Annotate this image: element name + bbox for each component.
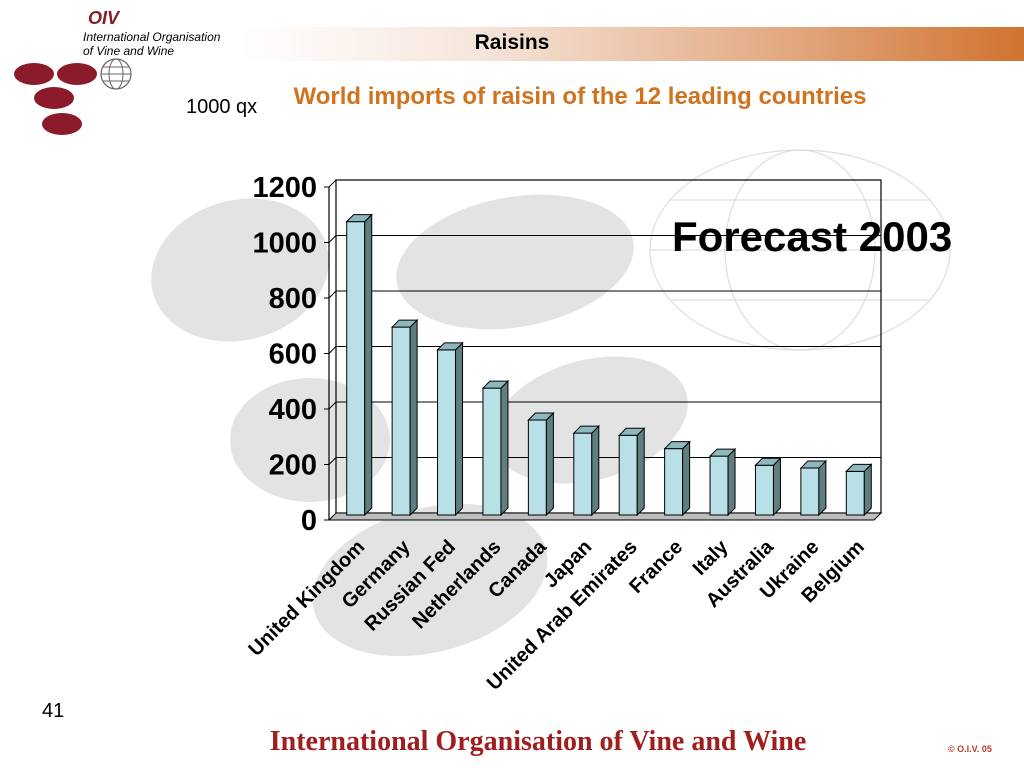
bar-front xyxy=(664,448,684,516)
bar-side xyxy=(409,318,418,517)
bar xyxy=(345,213,373,517)
bar xyxy=(481,379,510,517)
bar-front xyxy=(754,464,774,516)
y-tick-label: 200 xyxy=(269,450,317,482)
bar xyxy=(527,411,555,517)
bar xyxy=(572,424,600,517)
y-tick-label: 600 xyxy=(269,339,317,371)
bar-side xyxy=(863,463,872,517)
bar-front xyxy=(800,467,820,516)
logo-text: OIV xyxy=(88,8,120,28)
gridlines xyxy=(328,179,881,465)
bar-front xyxy=(482,387,502,516)
gridline-side xyxy=(328,457,337,465)
y-tick-label: 1000 xyxy=(252,228,317,260)
y-axis-ticks: 0 200 400 600 800 1000 1200 xyxy=(252,172,329,537)
grape-logo-icon xyxy=(14,58,132,135)
bar xyxy=(390,318,419,517)
bar-side xyxy=(772,457,781,517)
y-tick-label: 800 xyxy=(269,283,317,315)
bar xyxy=(708,447,737,517)
bar-side xyxy=(636,427,645,517)
bar-top xyxy=(799,460,828,469)
logo-org-line2: of Vine and Wine xyxy=(83,44,175,58)
bar-top xyxy=(527,412,555,421)
bar-top xyxy=(436,342,464,351)
bar-side xyxy=(500,379,509,517)
bar-front xyxy=(573,432,593,516)
bar-front xyxy=(527,419,547,516)
bar-top xyxy=(618,427,646,436)
bar-front xyxy=(709,455,729,516)
y-tick-label: 0 xyxy=(301,505,317,537)
logo-org-line1: International Organisation xyxy=(83,30,221,44)
bar-top xyxy=(481,380,510,389)
slide-title: Raisins xyxy=(474,31,550,54)
bar-top xyxy=(663,441,691,450)
gridline-side xyxy=(328,235,337,243)
bar-front xyxy=(845,470,865,516)
logo-organisation: International Organisation of Vine and W… xyxy=(83,30,220,58)
gridline-side xyxy=(328,290,337,299)
footer-organisation: International Organisation of Vine and W… xyxy=(269,726,807,757)
bar xyxy=(845,463,873,517)
chart-title: World imports of raisin of the 12 leadin… xyxy=(293,83,867,110)
bar-side xyxy=(364,213,373,517)
bar-top xyxy=(572,425,600,434)
gridline-side xyxy=(328,179,337,188)
bar-side xyxy=(818,459,827,517)
unit-label: 1000 qx xyxy=(186,96,258,118)
bar xyxy=(436,341,464,517)
y-tick-label: 400 xyxy=(269,394,317,426)
bar-front xyxy=(618,434,638,516)
copyright: © O.I.V. 05 xyxy=(948,744,992,754)
bar xyxy=(754,457,782,517)
bar-top xyxy=(845,463,873,472)
chart-floor xyxy=(327,512,883,521)
gridline-side xyxy=(328,401,337,410)
bar xyxy=(663,440,691,517)
bar xyxy=(799,459,828,517)
page-number: 41 xyxy=(42,700,65,722)
forecast-annotation: Forecast 2003 xyxy=(672,213,953,260)
gridline-side xyxy=(328,346,337,354)
y-tick-label: 1200 xyxy=(252,172,317,204)
header-bar xyxy=(240,27,1024,61)
background-decoration xyxy=(151,149,951,657)
bar-side xyxy=(545,411,554,517)
bar-top xyxy=(390,319,419,328)
bar-side xyxy=(682,440,691,517)
bars xyxy=(345,213,873,517)
bar-top xyxy=(345,214,373,223)
bar-top xyxy=(708,448,737,457)
bar-side xyxy=(727,447,736,517)
bar xyxy=(618,427,646,517)
bar-side xyxy=(591,424,600,517)
bar-front xyxy=(437,349,457,516)
bar-front xyxy=(391,326,411,516)
bar-side xyxy=(455,341,464,517)
bar-top xyxy=(754,457,782,466)
bar-front xyxy=(346,221,366,516)
